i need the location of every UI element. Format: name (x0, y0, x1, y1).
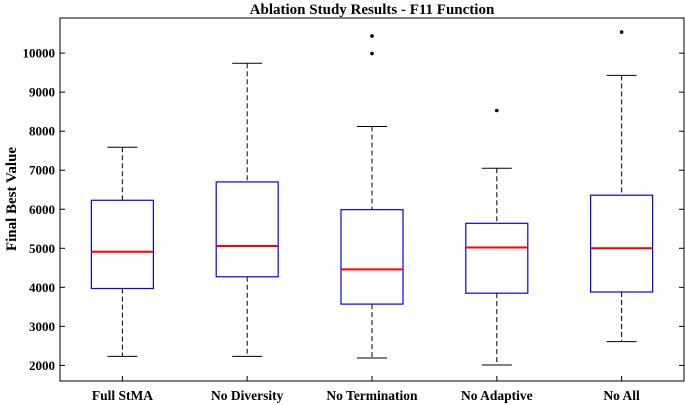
box-3 (465, 108, 529, 366)
y-axis-label: Final Best Value (4, 147, 20, 252)
iqr-box (589, 194, 654, 293)
outlier-point (495, 108, 499, 113)
box-0 (90, 146, 155, 357)
y-tick-label: 4000 (29, 280, 55, 295)
y-tick-label: 5000 (29, 241, 55, 256)
iqr-box (215, 181, 279, 278)
x-tick-label: No Termination (326, 388, 418, 403)
boxes-group (90, 30, 654, 366)
x-axis: Full StMA No Diversity No Termination No Ad… (92, 376, 640, 403)
y-axis: 2000 3000 4000 5000 6000 7000 8000 9000 10000 (23, 46, 684, 373)
y-tick-label: 10000 (23, 46, 56, 61)
outlier-point (370, 34, 374, 38)
x-tick-label: Full StMA (92, 388, 153, 403)
x-tick-label: No Adaptive (461, 388, 533, 403)
y-tick-label: 7000 (29, 163, 55, 178)
y-tick-label: 2000 (29, 358, 55, 373)
y-tick-label: 6000 (29, 202, 55, 217)
box-1 (215, 62, 279, 357)
y-tick-label: 8000 (29, 124, 55, 139)
y-tick-label: 3000 (29, 319, 55, 334)
y-tick-label: 9000 (29, 85, 55, 100)
box-4 (589, 30, 654, 343)
x-tick-label: No Diversity (211, 388, 284, 403)
box-2 (340, 34, 404, 359)
iqr-box (90, 199, 155, 290)
x-tick-label: No All (603, 388, 640, 403)
iqr-box (465, 222, 529, 294)
outlier-point (370, 51, 374, 56)
chart-title: Ablation Study Results - F11 Function (250, 2, 495, 18)
outlier-point (619, 30, 624, 34)
iqr-box (340, 209, 404, 305)
